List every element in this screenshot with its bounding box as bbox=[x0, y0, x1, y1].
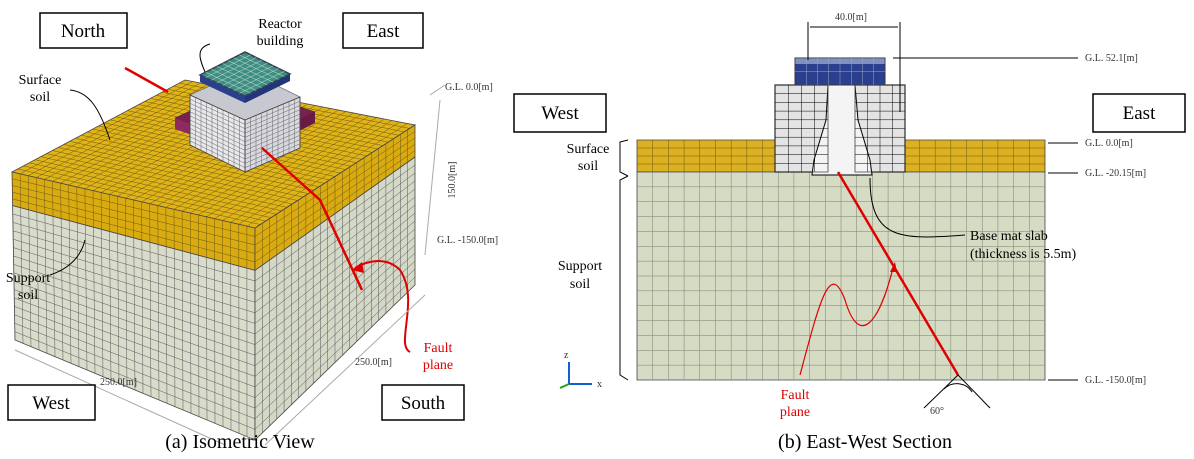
label-surface-soil: Surface bbox=[567, 142, 610, 157]
label-west: West bbox=[541, 103, 579, 124]
label-width: 250.0[m] bbox=[100, 377, 137, 388]
label-angle: 60° bbox=[930, 406, 944, 417]
label-width: 250.0[m] bbox=[355, 357, 392, 368]
dimension-line bbox=[430, 85, 445, 95]
brace bbox=[620, 140, 628, 176]
axis-y bbox=[560, 384, 569, 388]
label-base-mat: (thickness is 5.5m) bbox=[970, 247, 1076, 262]
axis-label: z bbox=[564, 350, 569, 361]
label-fault: plane bbox=[780, 405, 810, 420]
figure: North East West South Reactor building S… bbox=[0, 0, 1194, 459]
label-support-soil: Support bbox=[558, 259, 602, 274]
fault-trace bbox=[125, 68, 168, 92]
label-support-soil: Support bbox=[6, 271, 50, 286]
label-gl: G.L. -150.0[m] bbox=[1085, 375, 1146, 386]
label-south: South bbox=[401, 393, 446, 414]
label-east: East bbox=[1123, 103, 1156, 124]
label-gl: G.L. 52.1[m] bbox=[1085, 53, 1138, 64]
label-reactor: building bbox=[257, 34, 304, 49]
label-fault: Fault bbox=[781, 388, 810, 403]
label-support-soil: soil bbox=[18, 288, 38, 303]
label-base-mat: Base mat slab bbox=[970, 229, 1048, 244]
label-east: East bbox=[367, 21, 400, 42]
label-width: 40.0[m] bbox=[835, 12, 867, 23]
label-fault: Fault bbox=[424, 341, 453, 356]
label-gl: G.L. -20.15[m] bbox=[1085, 168, 1146, 179]
label-surface-soil: soil bbox=[578, 159, 598, 174]
label-fault: plane bbox=[423, 358, 453, 373]
axis-label: x bbox=[597, 379, 602, 390]
label-gl: G.L. 0.0[m] bbox=[1085, 138, 1133, 149]
label-surface-soil: soil bbox=[30, 90, 50, 105]
label-surface-soil: Surface bbox=[19, 73, 62, 88]
caption: (b) East-West Section bbox=[778, 431, 952, 453]
caption: (a) Isometric View bbox=[165, 431, 315, 453]
label-west: West bbox=[32, 393, 70, 414]
label-gl: G.L. 0.0[m] bbox=[445, 82, 493, 93]
brace bbox=[620, 176, 628, 380]
label-north: North bbox=[61, 21, 106, 42]
label-gl: G.L. -150.0[m] bbox=[437, 235, 498, 246]
label-support-soil: soil bbox=[570, 277, 590, 292]
label-depth: 150.0[m] bbox=[447, 162, 458, 199]
dimension-line bbox=[425, 100, 440, 255]
label-reactor: Reactor bbox=[258, 17, 302, 32]
leader bbox=[200, 44, 210, 72]
